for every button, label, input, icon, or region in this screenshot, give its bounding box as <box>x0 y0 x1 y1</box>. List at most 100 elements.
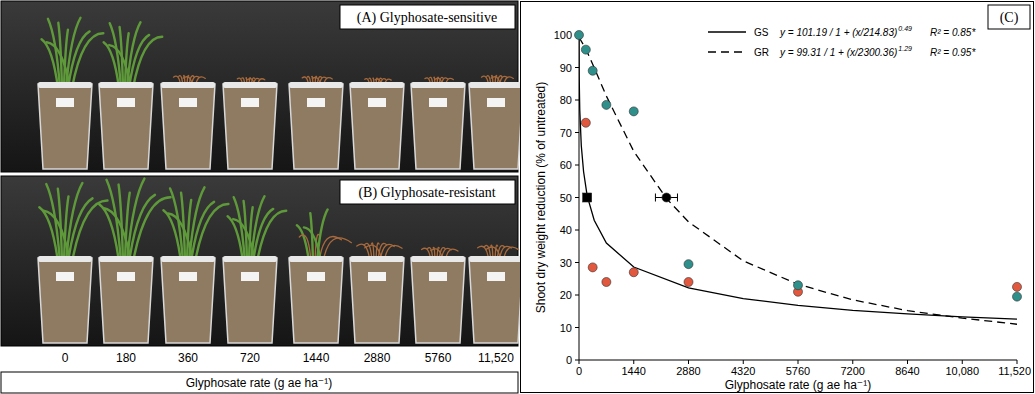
y-tick-label: 50 <box>560 192 572 204</box>
cup <box>223 78 277 169</box>
rate-label: 0 <box>62 351 69 365</box>
legend-equation: y = 101.19 / 1 + (x/214.83) <box>779 27 897 38</box>
cup-rim <box>38 256 92 262</box>
plant-blade <box>133 37 162 88</box>
cup-rim <box>99 256 153 262</box>
y-tick-label: 20 <box>560 289 572 301</box>
fit-curve <box>579 35 1017 319</box>
legend-exponent: 0.49 <box>898 25 912 32</box>
cup-rim <box>469 82 523 88</box>
x-tick <box>962 360 963 364</box>
cup-body <box>289 258 343 343</box>
cup-rim <box>411 82 465 88</box>
cup <box>350 243 404 343</box>
y-tick <box>575 360 579 361</box>
cup-body <box>469 84 523 169</box>
cup-tag <box>117 272 135 281</box>
cup-rim <box>223 256 277 262</box>
x-tick <box>798 360 799 364</box>
y-tick-label: 70 <box>560 127 572 139</box>
cup-body <box>411 258 465 343</box>
error-cap <box>677 194 678 202</box>
point-layer <box>575 31 1022 302</box>
x-tick <box>1017 360 1018 364</box>
data-point <box>1013 292 1022 301</box>
x-tick-label: 1440 <box>622 365 646 377</box>
x-tick <box>688 360 689 364</box>
cup-body <box>223 84 277 169</box>
x-tick-label: 10,080 <box>945 365 979 377</box>
error-bar <box>655 194 677 202</box>
plant-blade <box>310 213 313 262</box>
y-tick-label: 30 <box>560 257 572 269</box>
cup-tag <box>429 272 447 281</box>
data-point <box>629 107 638 116</box>
figure: (A) Glyphosate-sensitive(B) Glyphosate-r… <box>0 0 1035 394</box>
cup-rim <box>161 82 215 88</box>
y-tick <box>575 230 579 231</box>
plant-blade <box>103 208 131 262</box>
data-point <box>684 278 693 287</box>
cup-tag <box>241 272 259 281</box>
legend-swatch <box>708 51 746 52</box>
x-tick-label: 11,520 <box>998 365 1031 377</box>
cup-body <box>161 258 215 343</box>
data-point <box>588 263 597 272</box>
cup-body <box>99 84 153 169</box>
plant-blade <box>257 211 286 262</box>
plant-blade <box>109 45 131 88</box>
legend-swatch <box>708 31 746 32</box>
cup-rim <box>38 82 92 88</box>
root: (A) Glyphosate-sensitive(B) Glyphosate-r… <box>0 0 1035 394</box>
data-point <box>602 278 611 287</box>
cup <box>411 77 465 169</box>
data-point <box>684 260 693 269</box>
cup-tag <box>368 272 386 281</box>
x-tick <box>907 360 908 364</box>
x-tick <box>579 360 580 364</box>
y-tick-label: 90 <box>560 62 572 74</box>
legend-r-squared: R² = 0.95* <box>930 47 976 58</box>
plant-blade <box>195 204 228 262</box>
data-point <box>575 31 584 40</box>
cup-body <box>350 84 404 169</box>
y-tick-label: 80 <box>560 94 572 106</box>
legend-name: GR <box>754 47 769 58</box>
chart-title: (C) <box>1000 10 1019 26</box>
cup-tag <box>56 98 74 107</box>
panel-label-box <box>340 5 515 29</box>
y-tick <box>575 327 579 328</box>
panel-label-box <box>340 180 515 204</box>
legend-name: GS <box>754 27 769 38</box>
data-point <box>1013 282 1022 291</box>
chart-panel-border <box>521 2 1034 393</box>
cup <box>99 22 162 169</box>
cup <box>99 179 171 343</box>
x-tick-label: 4320 <box>731 365 755 377</box>
cup-body <box>38 258 92 343</box>
cup-tag <box>179 272 197 281</box>
rate-label: 180 <box>116 351 136 365</box>
cup-tag <box>487 98 505 107</box>
data-point <box>629 268 638 277</box>
rate-label: 360 <box>178 351 198 365</box>
y-tick-label: 10 <box>560 322 572 334</box>
x-tick-label: 0 <box>576 365 582 377</box>
legend-equation: y = 99.31 / 1 + (x/2300.36) <box>779 47 897 58</box>
y-tick <box>575 197 579 198</box>
y-tick-label: 60 <box>560 159 572 171</box>
cup <box>289 76 343 169</box>
cup-tag <box>307 98 325 107</box>
cup <box>38 183 107 343</box>
cup-body <box>38 84 92 169</box>
cup-rim <box>350 256 404 262</box>
rate-label-box <box>1 372 518 393</box>
rate-label: 11,520 <box>478 351 514 365</box>
cup-rim <box>350 82 404 88</box>
cup-tag <box>117 98 135 107</box>
x-tick <box>743 360 744 364</box>
x-tick-label: 7200 <box>841 365 865 377</box>
cup <box>289 209 351 343</box>
fit-curve <box>579 37 1017 324</box>
legend-exponent: 1.29 <box>898 45 912 52</box>
